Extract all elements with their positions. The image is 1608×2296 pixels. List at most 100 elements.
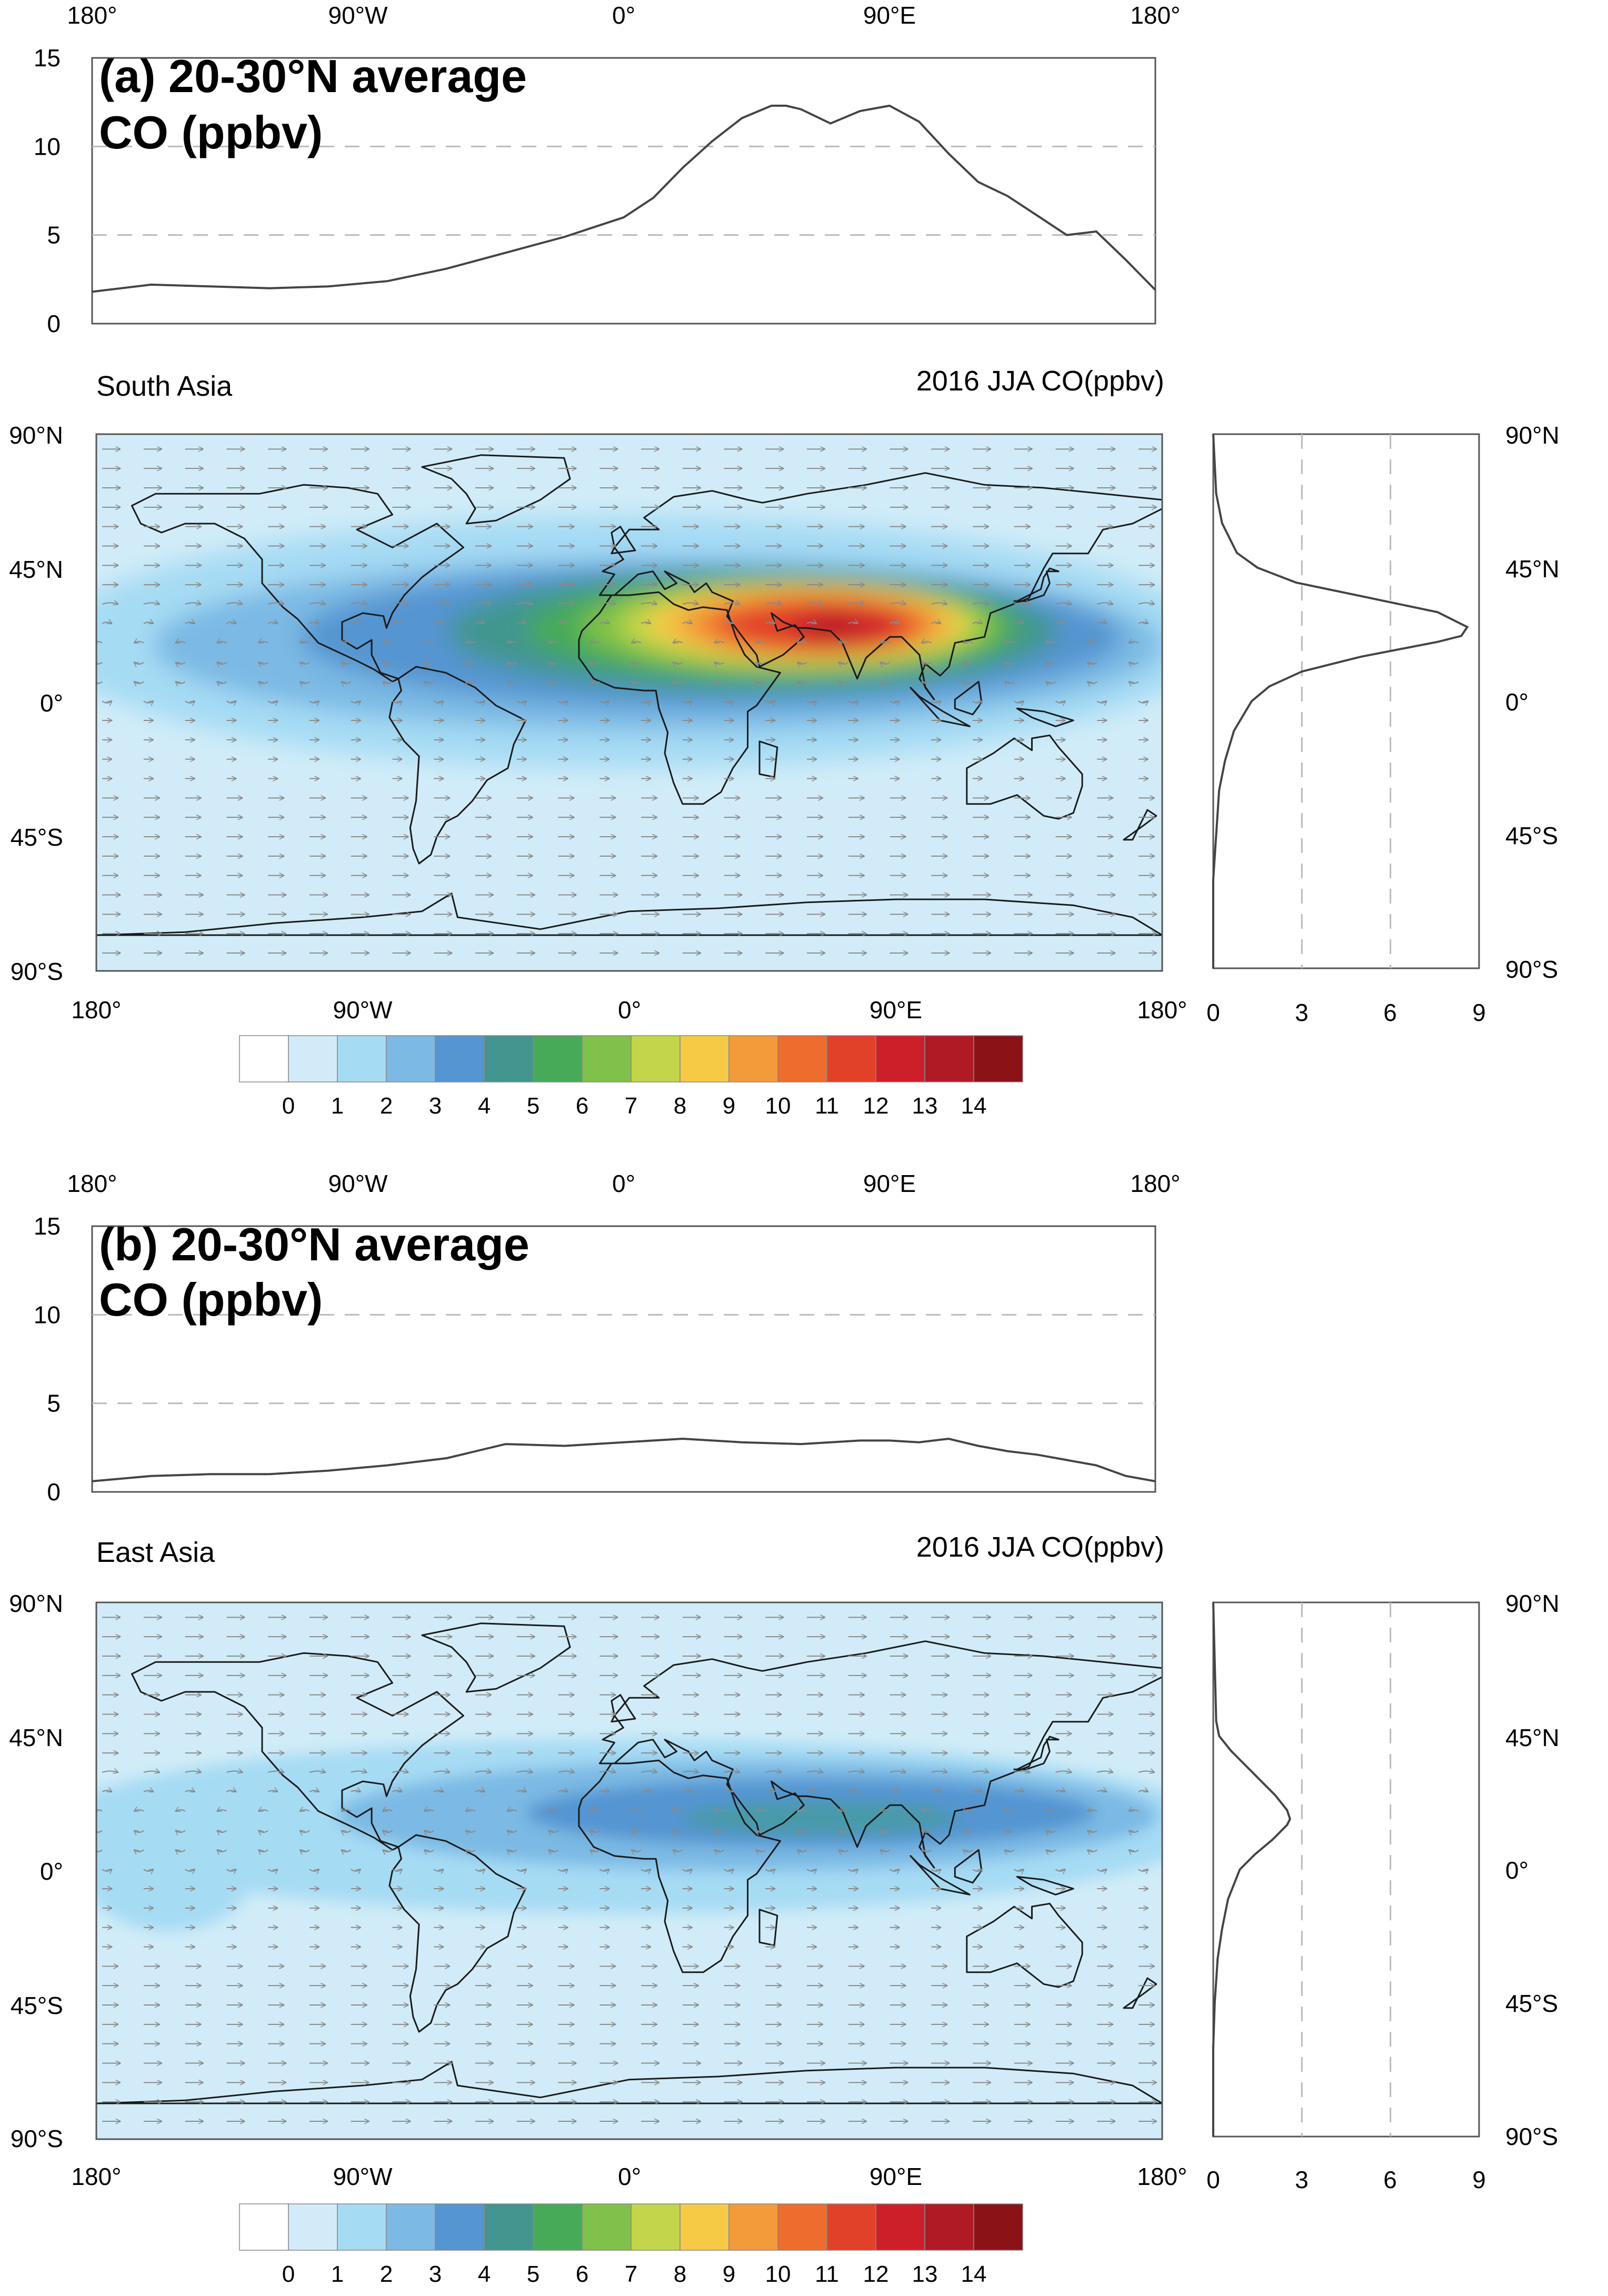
wind-arrow	[599, 1869, 609, 1871]
wind-arrow	[466, 663, 476, 665]
top-lon-ticks: 180° 90°W 0° 90°E 180°	[67, 1170, 1180, 1197]
wind-arrow	[507, 1831, 517, 1833]
wind-arrow	[931, 622, 941, 624]
colorbar-label: 7	[625, 1093, 637, 1119]
wind-arrow	[963, 681, 973, 684]
wind-arrow	[96, 1850, 103, 1852]
lat-tick: 0°	[1505, 1857, 1529, 1884]
merid-x-tick: 0	[1206, 2166, 1220, 2193]
wind-arrow	[558, 1790, 568, 1792]
wind-arrow	[806, 1790, 816, 1792]
wind-arrow	[765, 1771, 781, 1773]
wind-arrow	[1055, 1869, 1065, 1871]
lon-tick: 90°W	[333, 2163, 393, 2190]
wind-arrow	[516, 701, 526, 703]
colorbar-swatch	[582, 1035, 632, 1082]
wind-arrow	[641, 1869, 651, 1871]
variable-label: 2016 JJA CO(ppbv)	[916, 1531, 1164, 1563]
coastline	[1123, 809, 1157, 841]
colorbar-label: 5	[527, 2261, 540, 2287]
lon-tick: 180°	[1137, 2163, 1187, 2190]
wind-arrow	[848, 1790, 858, 1792]
wind-arrow	[102, 1790, 112, 1792]
zonal-gridlines	[92, 1314, 1155, 1405]
wind-arrow	[342, 1810, 352, 1811]
wind-arrow	[1055, 701, 1065, 703]
merid-x-tick: 6	[1383, 2166, 1397, 2193]
zonal-gridlines	[92, 145, 1155, 236]
wind-arrow	[549, 641, 558, 643]
wind-arrow	[96, 681, 103, 684]
coastline	[1013, 567, 1060, 602]
colorbar-label: 1	[331, 2261, 344, 2287]
wind-arrow	[641, 1771, 657, 1773]
zonal-co-line	[92, 1437, 1156, 1482]
wind-arrow	[673, 641, 683, 643]
wind-arrow	[351, 1771, 367, 1773]
wind-arrow	[134, 1850, 144, 1852]
lon-tick: 180°	[1130, 2, 1180, 29]
wind-arrow	[963, 1831, 973, 1833]
wind-arrow	[922, 1810, 932, 1811]
wind-arrow	[682, 701, 692, 703]
wind-arrow	[922, 663, 932, 665]
wind-arrow	[848, 701, 858, 703]
wind-arrow	[342, 1850, 352, 1852]
meridional-co-line	[1212, 1602, 1292, 2137]
wind-arrow	[963, 1810, 973, 1811]
wind-arrow	[143, 1790, 153, 1792]
colorbar-swatch	[288, 2203, 338, 2251]
meridional-gridlines	[1301, 434, 1392, 968]
wind-arrow	[309, 622, 319, 624]
coastline	[96, 893, 1162, 936]
wind-arrow	[258, 1850, 268, 1852]
wind-arrow	[466, 681, 476, 684]
wind-arrow	[1138, 622, 1148, 624]
colorbar-swatch	[386, 1035, 436, 1082]
wind-arrow	[1129, 1831, 1139, 1833]
colorbar-swatch	[435, 2203, 485, 2251]
wind-arrow	[217, 663, 227, 665]
wind-arrow	[715, 681, 725, 684]
colorbar-label: 9	[723, 2261, 735, 2287]
wind-arrow	[931, 1869, 941, 1871]
wind-arrow	[1014, 1790, 1024, 1792]
wind-arrow	[433, 603, 450, 605]
merid-x-tick: 6	[1383, 999, 1397, 1026]
wind-arrow	[383, 1810, 393, 1811]
lon-tick: 0°	[618, 2163, 641, 2190]
wind-arrow	[549, 1810, 558, 1811]
map-frame	[95, 1601, 1163, 2140]
wind-arrow	[756, 1810, 766, 1811]
wind-arrow	[1046, 681, 1056, 684]
wind-arrow	[226, 1790, 236, 1792]
wind-arrow	[134, 1831, 144, 1833]
wind-arrow	[383, 1831, 393, 1833]
wind-arrow	[1129, 663, 1139, 665]
wind-arrow	[1138, 1771, 1154, 1773]
lat-tick: 90°S	[11, 2125, 63, 2152]
wind-arrow	[433, 701, 443, 703]
wind-arrow	[756, 1850, 766, 1852]
wind-arrow	[1096, 622, 1106, 624]
wind-arrow	[176, 1810, 186, 1811]
lon-tick: 180°	[71, 996, 121, 1024]
colorbar-label: 13	[912, 2261, 938, 2287]
wind-arrow	[1005, 641, 1015, 643]
wind-arrow	[433, 1869, 443, 1871]
wind-arrow	[715, 1831, 725, 1833]
colorbar-swatch	[288, 1035, 338, 1082]
zonal-plot-frame	[91, 57, 1156, 325]
zonal-y-tick: 15	[34, 1212, 61, 1240]
wind-arrow	[516, 1771, 533, 1773]
wind-arrow	[1005, 663, 1015, 665]
coastline	[578, 591, 781, 805]
wind-arrow	[267, 1771, 284, 1773]
wind-arrow	[217, 641, 227, 643]
lon-tick: 90°E	[870, 996, 922, 1024]
lat-tick: 45°S	[1505, 1990, 1558, 2017]
merid-x-tick: 9	[1472, 2166, 1486, 2193]
wind-arrow	[267, 603, 284, 605]
wind-arrow	[724, 622, 734, 624]
